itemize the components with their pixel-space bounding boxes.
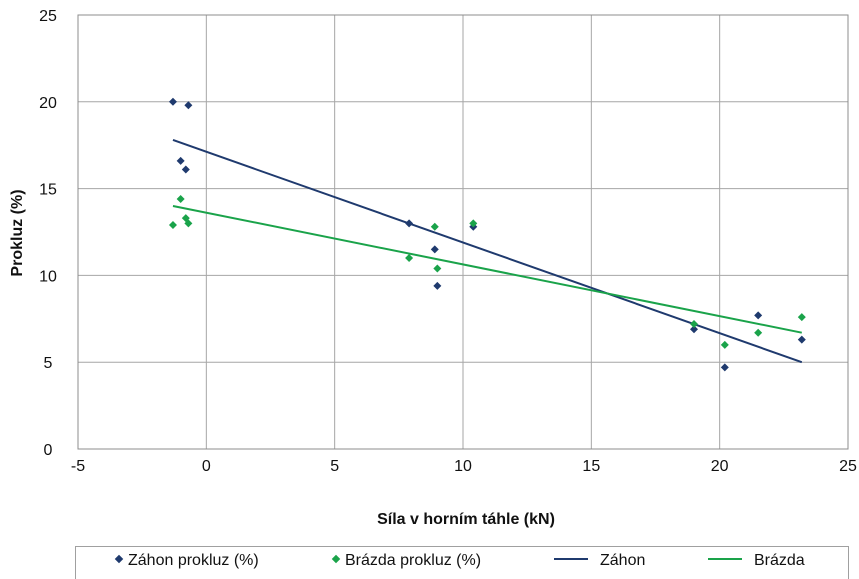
data-point	[405, 219, 414, 228]
data-point	[405, 254, 414, 263]
legend-label-brazda: Brázda	[754, 552, 805, 569]
data-point	[176, 195, 185, 204]
data-point	[184, 101, 193, 110]
data-point	[754, 311, 763, 320]
series-layer	[168, 97, 806, 372]
y-tick-label: 20	[39, 95, 57, 112]
data-point	[469, 219, 478, 228]
data-point	[690, 320, 698, 329]
trend-line-brzda	[172, 204, 802, 334]
legend-item-zahon-prokluz: Záhon prokluz (%)	[112, 552, 259, 570]
grid-lines	[77, 14, 849, 450]
legend-line-zahon	[554, 557, 588, 560]
y-tick-label: 10	[39, 268, 57, 285]
data-point	[430, 222, 439, 231]
legend-item-brazda-line: Brázda	[708, 552, 805, 570]
plot-area-border	[77, 14, 849, 450]
trend-line-zhon	[172, 139, 803, 364]
legend: Záhon prokluz (%) Brázda prokluz (%) Záh…	[75, 546, 849, 579]
x-axis-title: Síla v horním táhle (kN)	[377, 511, 555, 528]
x-tick-label: 15	[582, 458, 600, 475]
data-point	[181, 165, 190, 174]
legend-label-zahon-prokluz: Záhon prokluz (%)	[128, 552, 259, 569]
legend-line-brazda	[708, 557, 742, 560]
y-tick-label: 5	[44, 355, 53, 372]
data-point	[168, 97, 177, 106]
data-point	[690, 325, 698, 334]
y-tick-label: 25	[39, 8, 57, 25]
legend-label-zahon: Záhon	[600, 552, 646, 569]
x-tick-label: 10	[454, 458, 472, 475]
data-point	[433, 264, 442, 273]
x-tick-label: 25	[839, 458, 857, 475]
data-point	[168, 221, 177, 230]
tick-labels: -5 0 5 10 15 20 25 0 5 10 15 20 25	[39, 8, 857, 475]
legend-item-zahon-line: Záhon	[554, 552, 645, 570]
y-tick-label: 0	[44, 442, 53, 459]
x-tick-label: 0	[202, 458, 211, 475]
y-tick-label: 15	[39, 182, 57, 199]
x-tick-label: -5	[71, 458, 85, 475]
x-tick-label: 20	[711, 458, 729, 475]
legend-item-brazda-prokluz: Brázda prokluz (%)	[329, 552, 481, 570]
data-point	[430, 245, 439, 254]
data-point	[184, 219, 193, 228]
data-point	[433, 281, 442, 290]
data-point	[720, 363, 729, 372]
data-point	[797, 335, 806, 344]
data-point	[176, 156, 185, 165]
scatter-chart: -5 0 5 10 15 20 25 0 5 10 15 20 25 Síla v horním táh…	[9, 8, 857, 528]
legend-marker-brazda-prokluz	[331, 555, 341, 564]
data-point	[797, 313, 806, 322]
legend-marker-zahon-prokluz	[114, 555, 124, 564]
data-point	[754, 328, 763, 337]
y-axis-title: Prokluz (%)	[9, 189, 26, 276]
x-tick-label: 5	[330, 458, 339, 475]
data-point	[720, 340, 729, 349]
legend-label-brazda-prokluz: Brázda prokluz (%)	[345, 552, 482, 569]
